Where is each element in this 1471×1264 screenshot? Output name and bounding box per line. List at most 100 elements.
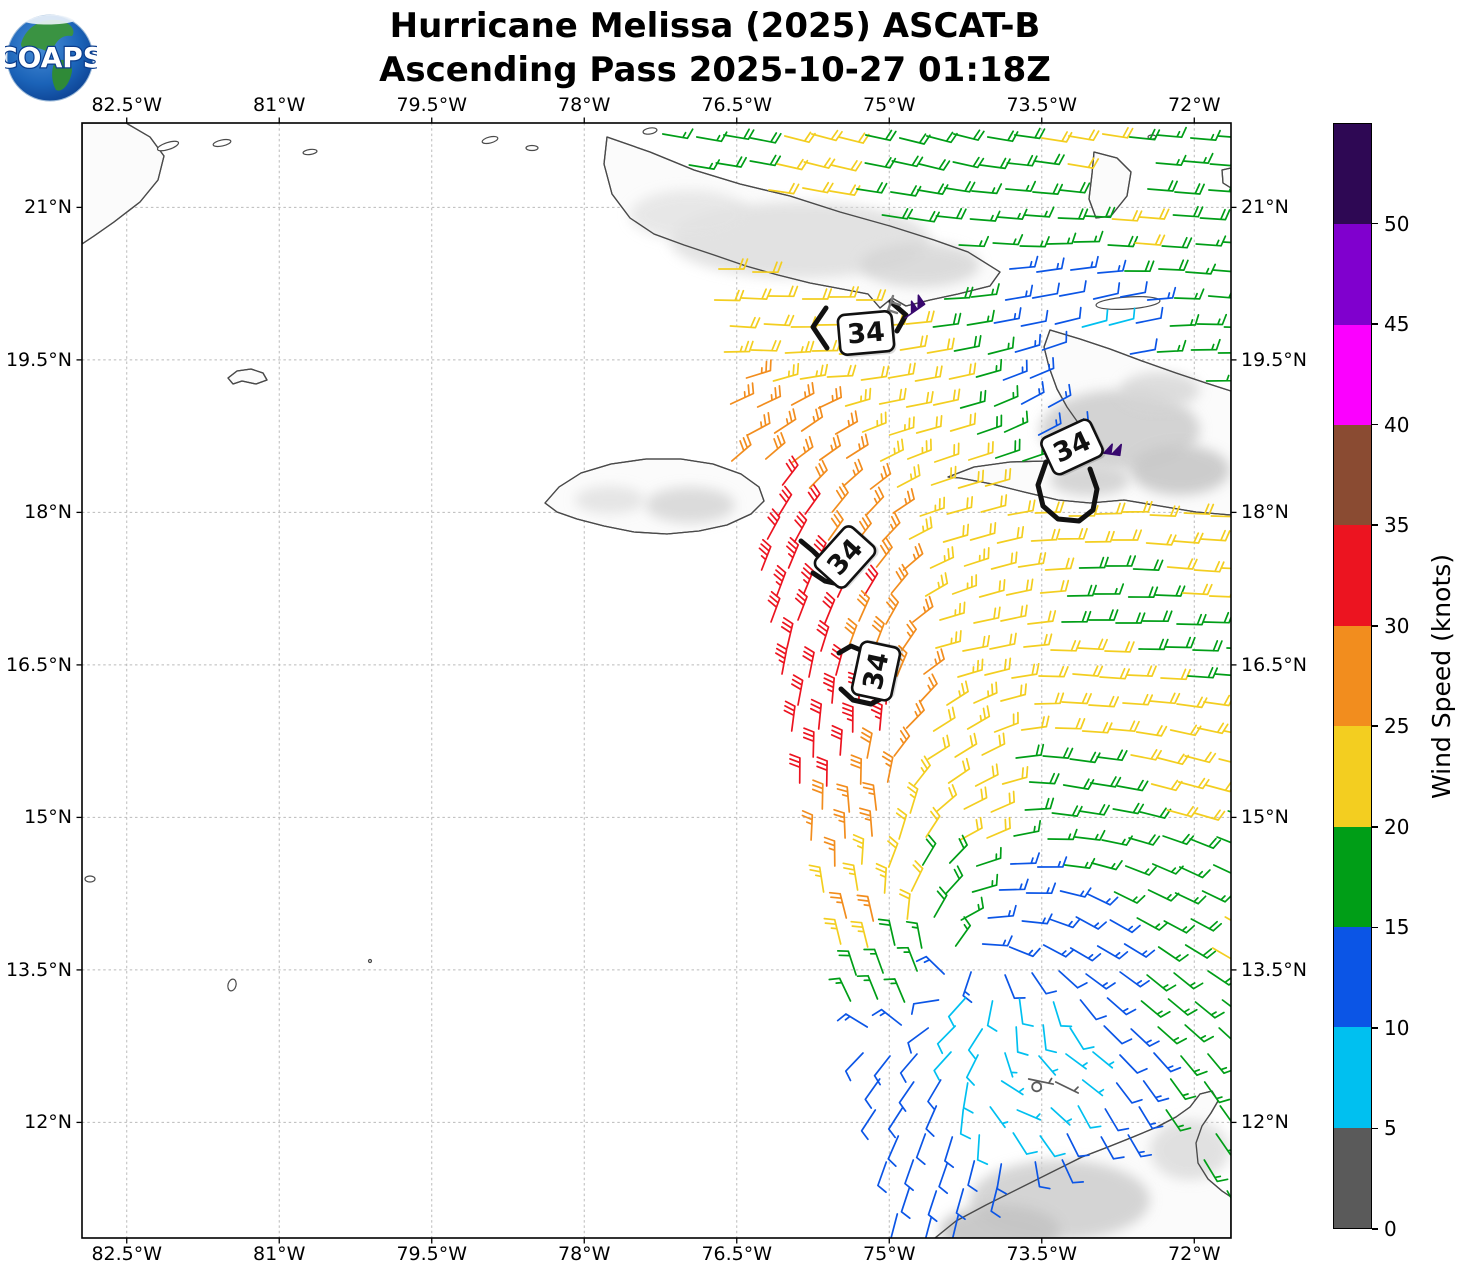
wind-barb	[966, 309, 995, 326]
wind-barb	[1059, 181, 1091, 194]
coastline-south_america	[934, 1090, 1231, 1238]
wind-barb	[823, 836, 836, 867]
wind-barb	[1063, 857, 1096, 869]
wind-barb	[1150, 779, 1183, 792]
wind-barb	[1135, 306, 1164, 324]
wind-barb	[944, 1136, 955, 1169]
lat-tick-label-right: 13.5°N	[1241, 958, 1308, 981]
wind-barb	[1007, 499, 1036, 516]
wind-barb	[1013, 127, 1046, 140]
wind-barb	[783, 700, 796, 732]
wind-barb	[802, 727, 815, 758]
wind-barb	[933, 1051, 952, 1081]
wind-barb	[1017, 552, 1047, 568]
wind-barb	[1149, 692, 1181, 705]
wind-barb	[1217, 351, 1231, 354]
wind-barb	[1195, 235, 1227, 247]
wind-barb	[989, 1106, 1009, 1129]
wind-barb	[1126, 665, 1157, 677]
colorbar-tick	[1372, 725, 1378, 728]
wind-barb	[723, 340, 754, 353]
wind-barb	[951, 574, 978, 595]
wind-barb	[1061, 692, 1092, 705]
wind-barb	[910, 860, 924, 892]
colorbar-segment-0-5	[1334, 1127, 1371, 1228]
wind-barb	[713, 289, 745, 302]
wind-barb	[881, 751, 894, 783]
wind-barb	[976, 414, 1003, 435]
wind-barb	[1184, 1024, 1215, 1043]
wind-barb	[987, 904, 1017, 919]
wind-barb	[1189, 129, 1221, 141]
wind-barb	[1221, 999, 1231, 1008]
wind-barb	[817, 385, 843, 409]
lat-tick-label-right: 16.5°N	[1241, 653, 1308, 676]
wind-barb	[1203, 694, 1231, 707]
wind-barb	[927, 734, 951, 760]
wind-barb	[1013, 819, 1042, 837]
wind-barb	[1081, 721, 1113, 734]
wind-barb	[740, 288, 772, 300]
wind-barb	[987, 336, 1015, 355]
wind-barb	[1219, 1105, 1231, 1123]
wind-barb	[1084, 530, 1115, 543]
wind-barb	[750, 340, 782, 352]
wind-barb	[948, 362, 977, 380]
wind-barb	[860, 727, 873, 759]
colorbar-tick-label: 35	[1384, 513, 1410, 538]
wind-radii-arc	[888, 299, 909, 334]
wind-barb	[924, 572, 949, 597]
lat-tick-label-left: 18°N	[24, 501, 72, 524]
wind-barb	[790, 382, 815, 406]
wind-barb	[1014, 333, 1042, 353]
lon-tick-label-top: 78°W	[558, 94, 611, 116]
wind-barb	[990, 790, 1016, 813]
wind-barb	[836, 783, 851, 813]
colorbar-tick	[1372, 423, 1378, 426]
wind-barb	[1147, 889, 1180, 902]
wind-barb	[1173, 288, 1205, 300]
wind-barb	[877, 918, 896, 946]
wind-barb	[952, 129, 985, 141]
wind-barb	[695, 131, 728, 143]
wind-barb	[1119, 1054, 1148, 1074]
wind-barb	[1029, 356, 1055, 379]
wind-barb	[1207, 291, 1231, 299]
wind-barb	[763, 314, 795, 327]
wind-barb	[1047, 383, 1072, 408]
wind-barb	[1119, 281, 1148, 298]
wind-barb	[1183, 503, 1215, 516]
wind-barb	[830, 160, 863, 172]
wind-barb	[1154, 585, 1186, 597]
wind-barb	[768, 182, 800, 195]
wind-barb	[1111, 210, 1143, 222]
wind-barb	[1004, 974, 1026, 1000]
wind-barb	[907, 781, 919, 814]
coastline-hispaniola	[947, 329, 1231, 516]
colorbar-tick	[1372, 624, 1378, 627]
svg-text:34: 34	[846, 316, 886, 350]
wind-barb	[944, 181, 976, 193]
wind-barb	[959, 1108, 972, 1140]
colorbar-segment-20-25	[1334, 726, 1371, 827]
wind-barb	[855, 289, 887, 301]
lat-tick-label-left: 16.5°N	[5, 653, 72, 676]
wind-barb	[1100, 1136, 1125, 1160]
wind-barb	[935, 630, 962, 649]
wind-barb	[1130, 1028, 1160, 1047]
wind-barb	[784, 340, 815, 354]
wind-barb	[962, 971, 973, 1004]
wind-barb	[1194, 1001, 1225, 1019]
wind-barb	[1061, 610, 1092, 623]
wind-barb	[994, 438, 1021, 459]
wind-barb	[1135, 725, 1168, 737]
colorbar-tick	[1372, 1127, 1378, 1130]
wind-barb	[893, 726, 911, 757]
wind-barb	[949, 412, 977, 432]
wind-barb	[1166, 558, 1198, 570]
wind-barb	[808, 459, 828, 489]
wind-barb	[896, 464, 921, 488]
wind-barb	[1088, 695, 1120, 708]
wind-barb	[969, 521, 997, 541]
wind-barb	[1156, 339, 1187, 353]
